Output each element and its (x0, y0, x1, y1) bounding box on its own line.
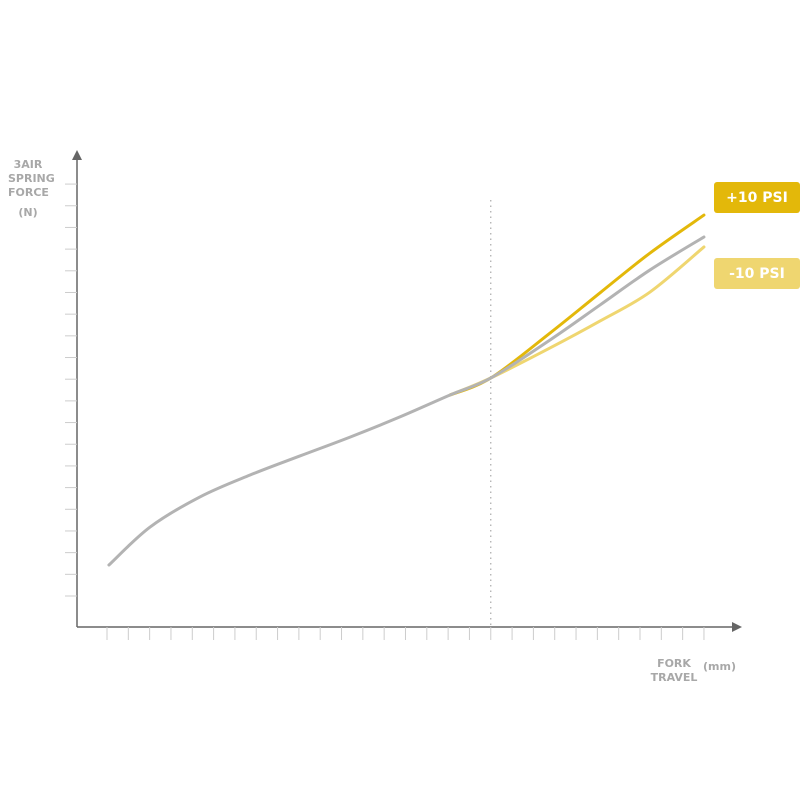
y-label-line: 3AIR (13, 158, 43, 171)
x-axis-label: FORK TRAVEL (646, 657, 702, 685)
x-label-line: FORK (657, 657, 691, 670)
legend-plus-10-psi: +10 PSI (714, 182, 800, 213)
series-line-1 (448, 213, 706, 397)
x-axis-unit: (mm) (703, 660, 736, 673)
x-axis-arrow (732, 622, 742, 632)
x-label-line: TRAVEL (650, 671, 698, 684)
y-label-line: SPRING (8, 172, 55, 185)
y-axis-arrow (72, 150, 82, 160)
legend-minus-10-psi: -10 PSI (714, 258, 800, 289)
series-line-0 (107, 235, 706, 567)
y-label-line: FORCE (8, 186, 49, 199)
y-axis-label: 3AIR SPRING FORCE (N) (8, 158, 55, 220)
y-label-line: (N) (18, 206, 38, 219)
